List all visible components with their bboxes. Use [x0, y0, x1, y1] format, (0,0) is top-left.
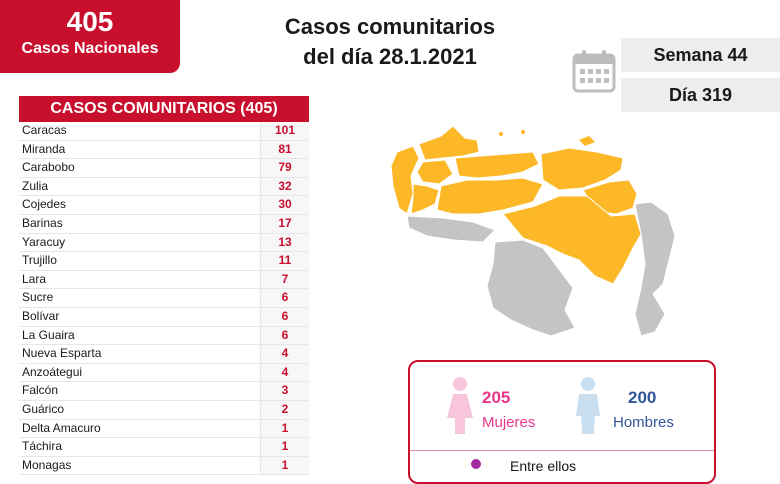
- table-body: Caracas 101 Miranda 81 Carabobo 79 Zulia 32 …: [19, 122, 309, 476]
- table-row: Bolívar 6: [19, 307, 309, 327]
- state-name: Trujillo: [19, 252, 260, 270]
- state-count: 1: [260, 419, 309, 438]
- title-line-2: del día 28.1.2021: [303, 44, 477, 69]
- state-name: Táchira: [19, 438, 260, 456]
- state-count: 3: [260, 382, 309, 400]
- state-name: Zulia: [19, 177, 260, 196]
- page-title: Casos comunitarios del día 28.1.2021: [250, 12, 530, 72]
- state-name: Falcón: [19, 382, 260, 400]
- state-count: 6: [260, 326, 309, 345]
- women-label: Mujeres: [482, 414, 536, 431]
- table-row: Lara 7: [19, 270, 309, 290]
- map-region-islands: [499, 132, 503, 136]
- table-row: Zulia 32: [19, 177, 309, 197]
- table-header: CASOS COMUNITARIOS (405): [19, 96, 309, 122]
- state-count: 79: [260, 159, 309, 177]
- map-region-falcon: [418, 125, 480, 161]
- state-count: 1: [260, 438, 309, 456]
- table-row: Guárico 2: [19, 400, 309, 420]
- table-row: Sucre 6: [19, 289, 309, 308]
- table-row: Anzoátegui 4: [19, 363, 309, 383]
- state-name: Anzoátegui: [19, 363, 260, 382]
- table-row: Cojedes 30: [19, 196, 309, 215]
- state-count: 17: [260, 214, 309, 233]
- state-name: Sucre: [19, 289, 260, 307]
- map-region-zulia: [390, 145, 420, 215]
- table-row: Miranda 81: [19, 140, 309, 160]
- state-name: Cojedes: [19, 196, 260, 214]
- national-cases-count: 405: [66, 6, 114, 37]
- table-row: Trujillo 11: [19, 252, 309, 271]
- state-count: 6: [260, 289, 309, 307]
- map-region-oriente: [540, 147, 624, 191]
- map-region-nueva-esparta: [579, 136, 595, 146]
- state-count: 32: [260, 177, 309, 196]
- table-row: Carabobo 79: [19, 159, 309, 178]
- table-row: Caracas 101: [19, 122, 309, 141]
- state-name: Delta Amacuro: [19, 419, 260, 438]
- men-count: 200: [628, 388, 657, 407]
- state-name: Nueva Esparta: [19, 345, 260, 363]
- table-row: Falcón 3: [19, 382, 309, 401]
- table-row: La Guaira 6: [19, 326, 309, 346]
- women-count: 205: [482, 388, 511, 407]
- map-region-delta-east: [634, 201, 676, 337]
- table-row: Delta Amacuro 1: [19, 419, 309, 439]
- title-line-1: Casos comunitarios: [284, 14, 496, 39]
- state-count: 1: [260, 456, 309, 475]
- state-count: 4: [260, 345, 309, 363]
- national-cases-badge: 405 Casos Nacionales: [0, 0, 180, 73]
- state-name: Guárico: [19, 400, 260, 419]
- national-cases-label: Casos Nacionales: [21, 40, 159, 57]
- bullet-icon: [471, 459, 481, 469]
- venezuela-map: [390, 125, 676, 337]
- table-row: Nueva Esparta 4: [19, 345, 309, 364]
- map-region-llanos: [436, 177, 544, 215]
- table-row: Yaracuy 13: [19, 233, 309, 253]
- state-count: 81: [260, 140, 309, 159]
- state-count: 13: [260, 233, 309, 252]
- state-name: Lara: [19, 270, 260, 289]
- state-count: 4: [260, 363, 309, 382]
- calendar-icon: [572, 50, 616, 93]
- table-row: Táchira 1: [19, 438, 309, 457]
- week-label: Semana 44: [621, 38, 780, 72]
- map-region-centro: [454, 151, 540, 179]
- community-cases-table: CASOS COMUNITARIOS (405) Caracas 101 Mira…: [19, 96, 309, 476]
- state-count: 2: [260, 400, 309, 419]
- map-region-apure: [406, 215, 496, 243]
- map-region-andes: [410, 183, 440, 215]
- state-name: Yaracuy: [19, 233, 260, 252]
- table-row: Monagas 1: [19, 456, 309, 476]
- man-icon: [576, 377, 600, 434]
- table-row: Barinas 17: [19, 214, 309, 234]
- day-label: Día 319: [621, 78, 780, 112]
- state-name: Monagas: [19, 456, 260, 475]
- state-count: 101: [260, 122, 309, 140]
- state-count: 11: [260, 252, 309, 270]
- state-count: 30: [260, 196, 309, 214]
- gender-breakdown-panel: 205 Mujeres 200 Hombres Entre ellos: [408, 360, 716, 484]
- footer-text: Entre ellos: [510, 458, 577, 474]
- map-region-amazonas: [486, 239, 576, 337]
- map-region-bolivar: [502, 195, 642, 285]
- map-region-islands-2: [521, 130, 525, 134]
- woman-icon: [447, 377, 473, 434]
- state-name: Miranda: [19, 140, 260, 159]
- panel-divider: [410, 450, 714, 451]
- state-name: Bolívar: [19, 307, 260, 326]
- state-count: 6: [260, 307, 309, 326]
- state-name: Caracas: [19, 122, 260, 140]
- state-name: Carabobo: [19, 159, 260, 177]
- state-count: 7: [260, 270, 309, 289]
- map-region-lara: [416, 159, 454, 185]
- state-name: La Guaira: [19, 326, 260, 345]
- state-name: Barinas: [19, 214, 260, 233]
- men-label: Hombres: [613, 414, 674, 431]
